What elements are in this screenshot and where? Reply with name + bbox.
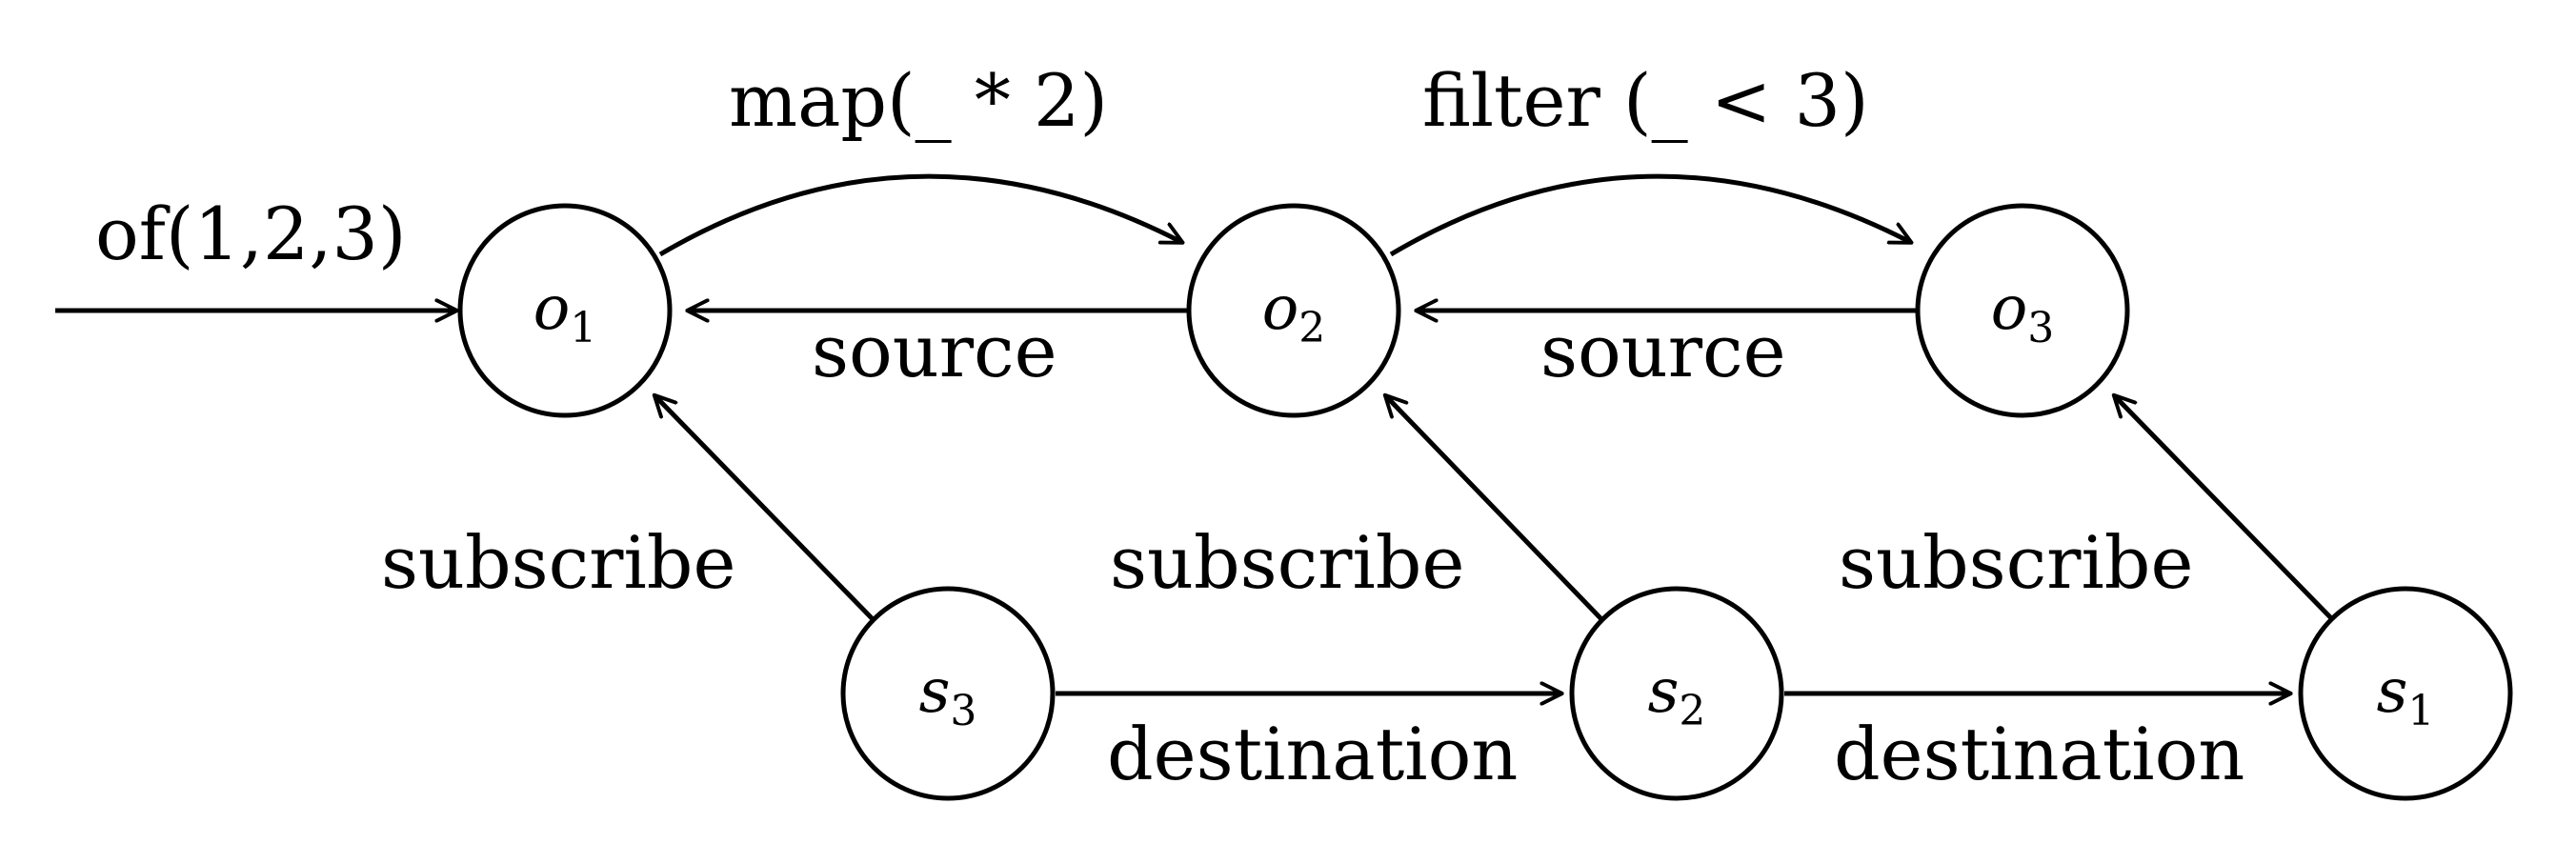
node-o1: o1 [457, 203, 673, 418]
edge-map-arrow [658, 173, 1181, 257]
edge-input-label: of(1,2,3) [95, 191, 407, 276]
edge-filter-label: filter (_ < 3) [1422, 58, 1869, 143]
node-o1-base: o [533, 273, 571, 344]
node-o2: o2 [1186, 203, 1401, 418]
edge-map-label: map(_ * 2) [729, 58, 1108, 143]
edge-source-o2-o1-label: source [812, 309, 1057, 393]
edge-destination-s2-s1-label: destination [1834, 712, 2244, 796]
node-s2-base: s [1648, 656, 1680, 727]
node-s1: s1 [2298, 586, 2513, 801]
edge-subscribe-s1-o3-arrow [2115, 396, 2336, 623]
edge-subscribe-s2-o2-arrow [1386, 396, 1605, 623]
node-s3: s3 [840, 586, 1056, 801]
node-s3-base: s [919, 656, 951, 727]
node-o2-base: o [1262, 273, 1299, 344]
node-o2-sub: 2 [1298, 304, 1325, 352]
svg-text:s3: s3 [919, 656, 977, 735]
node-o3-base: o [1991, 273, 2028, 344]
svg-text:o2: o2 [1262, 273, 1326, 352]
node-o3-sub: 3 [2027, 304, 2054, 352]
svg-text:s1: s1 [2377, 656, 2435, 735]
node-s2: s2 [1569, 586, 1784, 801]
edge-subscribe-s3-o1-arrow [655, 396, 876, 623]
edge-source-o3-o2-label: source [1540, 309, 1786, 393]
edge-subscribe-s3-o1-label: subscribe [381, 520, 735, 605]
node-o3: o3 [1915, 203, 2130, 418]
svg-text:s2: s2 [1648, 656, 1706, 735]
svg-text:o1: o1 [533, 273, 597, 352]
edge-subscribe-s1-o3-label: subscribe [1839, 520, 2193, 605]
node-s3-sub: 3 [950, 687, 976, 735]
node-s2-sub: 2 [1679, 687, 1705, 735]
edge-filter-arrow [1389, 173, 1910, 257]
node-s1-sub: 1 [2407, 687, 2434, 735]
node-s1-base: s [2377, 656, 2408, 727]
edge-destination-s3-s2-label: destination [1107, 712, 1518, 796]
node-o1-sub: 1 [570, 304, 596, 352]
edge-subscribe-s2-o2-label: subscribe [1110, 520, 1464, 605]
svg-text:o3: o3 [1991, 273, 2055, 352]
